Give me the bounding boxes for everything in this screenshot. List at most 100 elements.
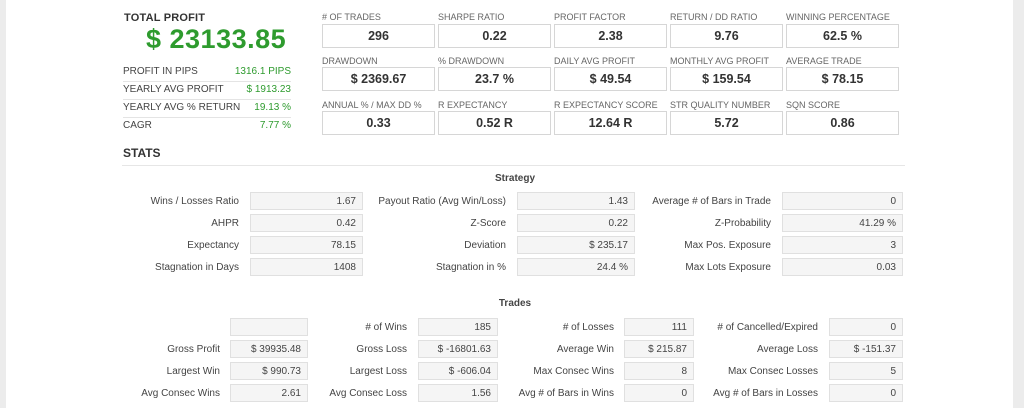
trades-value: 5 — [829, 362, 903, 380]
trades-label: Max Consec Wins — [533, 366, 614, 377]
strategy-label: Deviation — [464, 240, 506, 251]
metric-label: AVERAGE TRADE — [786, 56, 862, 66]
metric-label: RETURN / DD RATIO — [670, 12, 758, 22]
strategy-value: $ 235.17 — [517, 236, 635, 254]
strategy-value: 3 — [782, 236, 903, 254]
summary-label: YEARLY AVG PROFIT — [123, 84, 224, 95]
metric-label: SQN SCORE — [786, 100, 841, 110]
metric-label: R EXPECTANCY — [438, 100, 508, 110]
strategy-label: AHPR — [211, 218, 239, 229]
trades-value: $ -151.37 — [829, 340, 903, 358]
strategy-value: 0.22 — [517, 214, 635, 232]
strategy-label: Expectancy — [187, 240, 239, 251]
metric-label: PROFIT FACTOR — [554, 12, 626, 22]
trades-value: $ -16801.63 — [418, 340, 498, 358]
strategy-value: 0.03 — [782, 258, 903, 276]
summary-value: 7.77 % — [259, 120, 291, 131]
strategy-label: Z-Score — [470, 218, 506, 229]
metric-value-box: 0.86 — [786, 111, 899, 135]
strategy-value: 1408 — [250, 258, 363, 276]
strategy-label: Stagnation in Days — [155, 262, 239, 273]
metric-value-box: 2.38 — [554, 24, 667, 48]
metric-label: DAILY AVG PROFIT — [554, 56, 636, 66]
metric-value-box: 12.64 R — [554, 111, 667, 135]
metric-value-box: 0.22 — [438, 24, 551, 48]
trades-label: # of Cancelled/Expired — [717, 322, 818, 333]
trades-label: Average Win — [556, 344, 614, 355]
trades-value: $ -606.04 — [418, 362, 498, 380]
strategy-value: 1.43 — [517, 192, 635, 210]
metric-label: SHARPE RATIO — [438, 12, 505, 22]
metric-label: DRAWDOWN — [322, 56, 378, 66]
trades-label: Avg # of Bars in Losses — [713, 388, 818, 399]
strategy-label: Stagnation in % — [435, 262, 506, 273]
trades-value — [230, 318, 308, 336]
metric-value-box: $ 2369.67 — [322, 67, 435, 91]
metric-value-box: 5.72 — [670, 111, 783, 135]
summary-row-cagr: CAGR 7.77 % — [123, 117, 291, 135]
summary-row-yearly-avg-profit: YEARLY AVG PROFIT $ 1913.23 — [123, 81, 291, 100]
metric-value-box: 23.7 % — [438, 67, 551, 91]
trades-value: 0 — [624, 384, 694, 402]
summary-row-yearly-avg-return: YEARLY AVG % RETURN 19.13 % — [123, 99, 291, 118]
strategy-value: 0.42 — [250, 214, 363, 232]
trades-value: 0 — [829, 318, 903, 336]
summary-value: $ 1913.23 — [246, 84, 292, 95]
trades-label: Gross Profit — [167, 344, 220, 355]
metric-value-box: 0.52 R — [438, 111, 551, 135]
strategy-value: 1.67 — [250, 192, 363, 210]
stats-heading: STATS — [123, 146, 161, 160]
summary-value: 1316.1 PIPS — [234, 66, 291, 77]
trades-label: Avg Consec Loss — [329, 388, 407, 399]
trades-value: $ 215.87 — [624, 340, 694, 358]
metric-label: R EXPECTANCY SCORE — [554, 100, 658, 110]
metric-value-box: 62.5 % — [786, 24, 899, 48]
summary-row-profit-pips: PROFIT IN PIPS 1316.1 PIPS — [123, 63, 291, 82]
metric-label: ANNUAL % / MAX DD % — [322, 100, 422, 110]
strategy-label: Max Lots Exposure — [685, 262, 771, 273]
trades-value: 2.61 — [230, 384, 308, 402]
metric-value-box: 9.76 — [670, 24, 783, 48]
total-profit-label: TOTAL PROFIT — [124, 12, 206, 24]
summary-label: CAGR — [123, 120, 152, 131]
trades-value: $ 990.73 — [230, 362, 308, 380]
metric-label: % DRAWDOWN — [438, 56, 505, 66]
total-profit-value: $ 23133.85 — [146, 24, 287, 54]
metric-value-box: 0.33 — [322, 111, 435, 135]
strategy-value: 78.15 — [250, 236, 363, 254]
metric-label: # OF TRADES — [322, 12, 381, 22]
strategy-label: Max Pos. Exposure — [684, 240, 771, 251]
trades-label: Largest Loss — [349, 366, 407, 377]
strategy-value: 41.29 % — [782, 214, 903, 232]
trades-label: Avg Consec Wins — [141, 388, 220, 399]
metric-value-box: $ 159.54 — [670, 67, 783, 91]
summary-label: PROFIT IN PIPS — [123, 66, 198, 77]
scrollbar-track[interactable] — [1013, 0, 1024, 408]
trades-value: 0 — [829, 384, 903, 402]
trades-value: $ 39935.48 — [230, 340, 308, 358]
trades-value: 185 — [418, 318, 498, 336]
metric-value-box: $ 78.15 — [786, 67, 899, 91]
metric-label: WINNING PERCENTAGE — [786, 12, 890, 22]
trades-label: Avg # of Bars in Wins — [518, 388, 614, 399]
metric-value-box: $ 49.54 — [554, 67, 667, 91]
trades-label: Average Loss — [757, 344, 818, 355]
trades-label: # of Losses — [562, 322, 614, 333]
trades-label: Largest Win — [166, 366, 220, 377]
strategy-heading: Strategy — [494, 173, 535, 184]
strategy-label: Wins / Losses Ratio — [150, 196, 239, 207]
metric-label: MONTHLY AVG PROFIT — [670, 56, 770, 66]
trades-value: 111 — [624, 318, 694, 336]
metric-label: STR QUALITY NUMBER — [670, 100, 771, 110]
strategy-label: Z-Probability — [714, 218, 771, 229]
strategy-label: Average # of Bars in Trade — [652, 196, 771, 207]
summary-label: YEARLY AVG % RETURN — [123, 102, 241, 113]
trades-heading: Trades — [498, 298, 532, 309]
trades-value: 1.56 — [418, 384, 498, 402]
strategy-label: Payout Ratio (Avg Win/Loss) — [378, 196, 506, 207]
stats-divider — [122, 165, 905, 166]
summary-value: 19.13 % — [254, 102, 291, 113]
metric-value-box: 296 — [322, 24, 435, 48]
trades-label: # of Wins — [365, 322, 407, 333]
trades-value: 8 — [624, 362, 694, 380]
